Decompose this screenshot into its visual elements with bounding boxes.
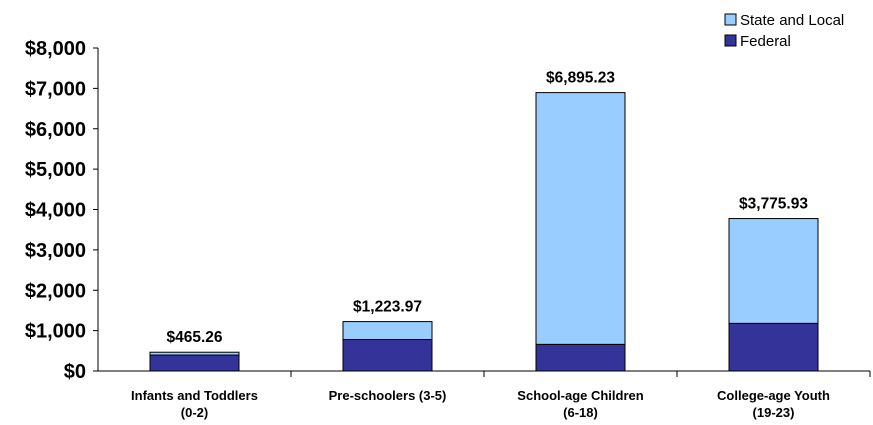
y-tick-label: $0 [64,361,86,383]
bar-total-label: $1,223.97 [353,299,422,316]
bar-segment-federal [728,322,819,372]
y-tick-label: $1,000 [25,321,86,343]
bar-total-label: $6,895.23 [546,70,615,87]
bar-segment-federal [342,339,433,372]
x-category-label: (19-23) [753,405,795,420]
legend-swatch-state-local [724,13,737,26]
y-tick-label: $6,000 [25,119,86,141]
legend-label-federal: Federal [740,33,791,50]
y-tick-label: $2,000 [25,280,86,302]
bar-total-label: $465.26 [166,329,222,346]
bar-segment-federal [535,343,626,372]
bar-segment-state-local [535,92,626,345]
bar-total-label: $3,775.93 [739,196,808,213]
legend: State and Local Federal [724,12,844,50]
y-tick-label: $5,000 [25,159,86,181]
bar-segment-federal [149,354,240,372]
legend-label-state-local: State and Local [740,12,844,29]
x-category-label: (6-18) [563,405,598,420]
bar-segment-state-local [342,321,433,341]
y-tick-label: $3,000 [25,240,86,262]
legend-swatch-federal [724,34,737,47]
bar-segment-state-local [149,351,240,356]
x-category-label: (0-2) [181,405,208,420]
y-tick-label: $4,000 [25,200,86,222]
x-category-label: Pre-schoolers (3-5) [329,388,447,403]
y-tick-label: $8,000 [25,38,86,60]
x-category-label: Infants and Toddlers [131,388,258,403]
y-tick-label: $7,000 [25,78,86,100]
bar-segment-state-local [728,218,819,324]
x-category-label: School-age Children [517,388,643,403]
plot-area: $0 $1,000 $2,000 $3,000 $4,000 $5,000 $6,000 $7… [25,38,871,420]
x-category-label: College-age Youth [717,388,830,403]
